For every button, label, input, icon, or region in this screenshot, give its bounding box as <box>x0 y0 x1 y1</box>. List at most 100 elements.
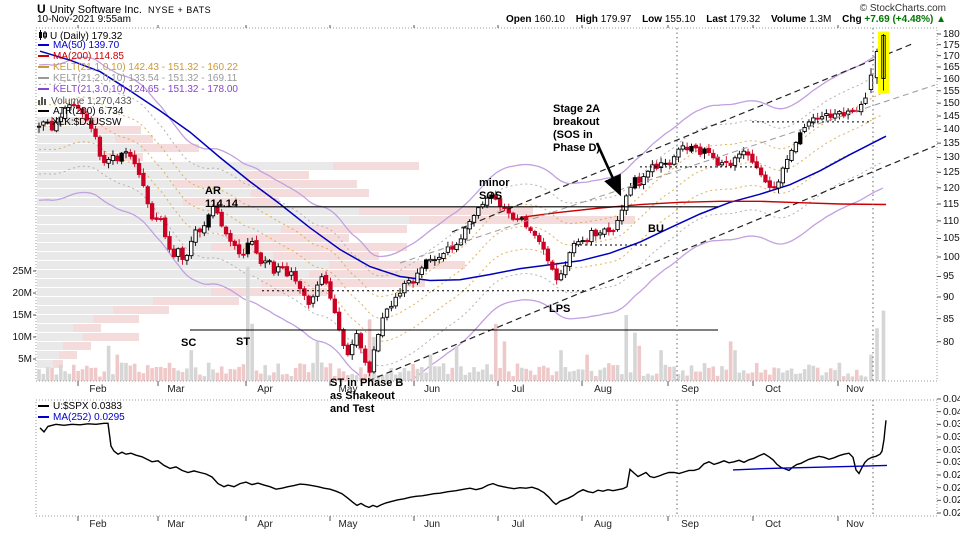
axis-tick-label: 140 <box>943 124 960 136</box>
axis-tick-label: 0.0325 <box>943 444 960 456</box>
axis-tick-label: 25M <box>12 266 32 277</box>
axis-tick-label: 100 <box>943 252 960 263</box>
copyright-notice: © StockCharts.com <box>859 3 946 14</box>
axis-tick-label: 10M <box>12 332 32 343</box>
axis-tick-label: 0.0225 <box>943 495 960 507</box>
axis-tick-label: 130 <box>943 152 960 164</box>
candle-icon <box>39 30 47 40</box>
chg-value: +7.69 (+4.48%) <box>864 14 934 25</box>
axis-tick-label: 150 <box>943 98 960 110</box>
x-axis-month-label: Sep <box>681 519 699 530</box>
volume-label: Volume <box>770 14 807 25</box>
axis-tick-label: 110 <box>943 215 959 227</box>
axis-tick-label: 5M <box>18 354 32 365</box>
legend-kelt3: KELT(21,3.0,10) 124.65 - 151.32 - 178.00 <box>38 85 238 95</box>
axis-tick-label: 135 <box>943 138 960 150</box>
legend-volume: Volume 1,270,433 <box>38 96 132 107</box>
axis-tick-label: 180 <box>943 28 960 40</box>
legend-kelt1: KELT(21,1.0,10) 142.43 - 151.32 - 160.22 <box>38 63 238 73</box>
x-axis-month-label: Feb <box>89 519 107 530</box>
ma200-swatch <box>38 55 49 57</box>
x-axis-month-label: Sep <box>681 384 699 395</box>
axis-tick-label: 95 <box>943 271 955 283</box>
x-axis-month-label: Feb <box>89 384 107 395</box>
axis-tick-label: 0.0200 <box>943 508 960 519</box>
x-axis-month-label: Jul <box>511 384 525 395</box>
axis-tick-label: 0.0350 <box>943 432 960 443</box>
atr-swatch <box>38 110 49 112</box>
last-value: 179.32 <box>729 14 761 25</box>
x-axis-month-label: Apr <box>257 384 273 395</box>
chg-label: Chg <box>842 14 862 25</box>
legend-ma200: MA(200) 114.85 <box>38 52 124 62</box>
annotation-lps: LPS <box>549 303 571 315</box>
x-axis-month-label: Nov <box>846 519 864 530</box>
low-label: Low <box>642 14 663 25</box>
high-label: High <box>575 14 598 25</box>
x-axis-month-label: May <box>338 384 358 395</box>
ma50-swatch <box>38 44 49 46</box>
kelt2-swatch <box>38 77 49 79</box>
axis-tick-label: 165 <box>943 62 960 73</box>
quote-strip: Open 160.10 High 179.97 Low 155.10 Last … <box>498 14 946 25</box>
x-axis-month-label: Mar <box>167 519 185 530</box>
kelt1-swatch <box>38 66 49 68</box>
legend-ma50: MA(50) 139.70 <box>38 41 119 51</box>
high-value: 179.97 <box>600 14 632 25</box>
x-axis-month-label: Oct <box>765 384 781 395</box>
ma252-swatch <box>38 416 49 418</box>
x-axis-month-label: Apr <box>257 519 273 530</box>
annotation-bu: BU <box>648 223 664 235</box>
chart-datetime: 10-Nov-2021 9:55am <box>37 14 131 25</box>
open-label: Open <box>505 14 532 25</box>
axis-tick-label: 90 <box>943 291 955 303</box>
low-value: 155.10 <box>664 14 696 25</box>
company-name: Unity Software Inc. <box>49 4 142 16</box>
annotation-stage2a-breakout: Stage 2A breakout (SOS in Phase D) <box>553 103 601 154</box>
legend-xlk: XLK:$DJUSSW <box>52 117 122 128</box>
axis-tick-label: 105 <box>943 233 960 245</box>
axis-tick-label: 0.0275 <box>943 470 960 481</box>
axis-tick-label: 115 <box>943 198 959 210</box>
annotation-st: ST <box>236 336 251 348</box>
exchange-label: NYSE + BATS <box>148 5 212 15</box>
axis-tick-label: 120 <box>943 182 960 194</box>
volume-value: 1.3M <box>809 14 832 25</box>
annotation-ar: AR 114.14 <box>205 185 239 210</box>
x-axis-month-label: Jun <box>423 519 441 530</box>
legend-symbol: U (Daily) 179.32 <box>38 30 122 42</box>
x-axis-month-label: Mar <box>167 384 185 395</box>
legend-ratio: U:$SPX 0.0383 <box>38 402 122 412</box>
ticker-symbol: U <box>37 2 46 16</box>
open-value: 160.10 <box>534 14 565 25</box>
x-axis-month-label: Aug <box>594 519 612 530</box>
x-axis-month-label: May <box>338 519 358 530</box>
legend-ma252: MA(252) 0.0295 <box>38 413 125 423</box>
axis-tick-label: 0.0425 <box>943 394 960 405</box>
axis-tick-label: 125 <box>943 167 960 179</box>
volume-bars-icon <box>38 97 46 105</box>
axis-tick-label: 155 <box>943 85 960 97</box>
annotation-minor-sos: minor SOS <box>479 177 510 202</box>
axis-tick-label: 170 <box>943 50 960 62</box>
axis-tick-label: 0.0375 <box>943 419 960 431</box>
legend-atr: ATR(200) 6.734 <box>38 107 123 117</box>
x-axis-month-label: Jul <box>511 519 525 530</box>
axis-tick-label: 80 <box>943 336 955 348</box>
axis-tick-label: 20M <box>12 288 32 299</box>
x-axis-month-label: Aug <box>594 384 612 395</box>
axis-tick-label: 160 <box>943 73 960 85</box>
up-triangle-icon: ▲ <box>936 14 946 25</box>
axis-tick-label: 15M <box>12 310 32 321</box>
last-label: Last <box>706 14 727 25</box>
annotation-sc: SC <box>181 337 197 349</box>
axis-tick-label: 175 <box>943 39 960 51</box>
chart-header: U Unity Software Inc. NYSE + BATS <box>37 2 211 16</box>
axis-tick-label: 0.0250 <box>943 482 960 494</box>
axis-tick-label: 0.0400 <box>943 406 960 418</box>
x-axis-month-label: Jun <box>423 384 441 395</box>
legend-kelt2: KELT(21,2.0,10) 133.54 - 151.32 - 169.11 <box>38 74 237 84</box>
x-axis-month-label: Nov <box>846 384 864 395</box>
